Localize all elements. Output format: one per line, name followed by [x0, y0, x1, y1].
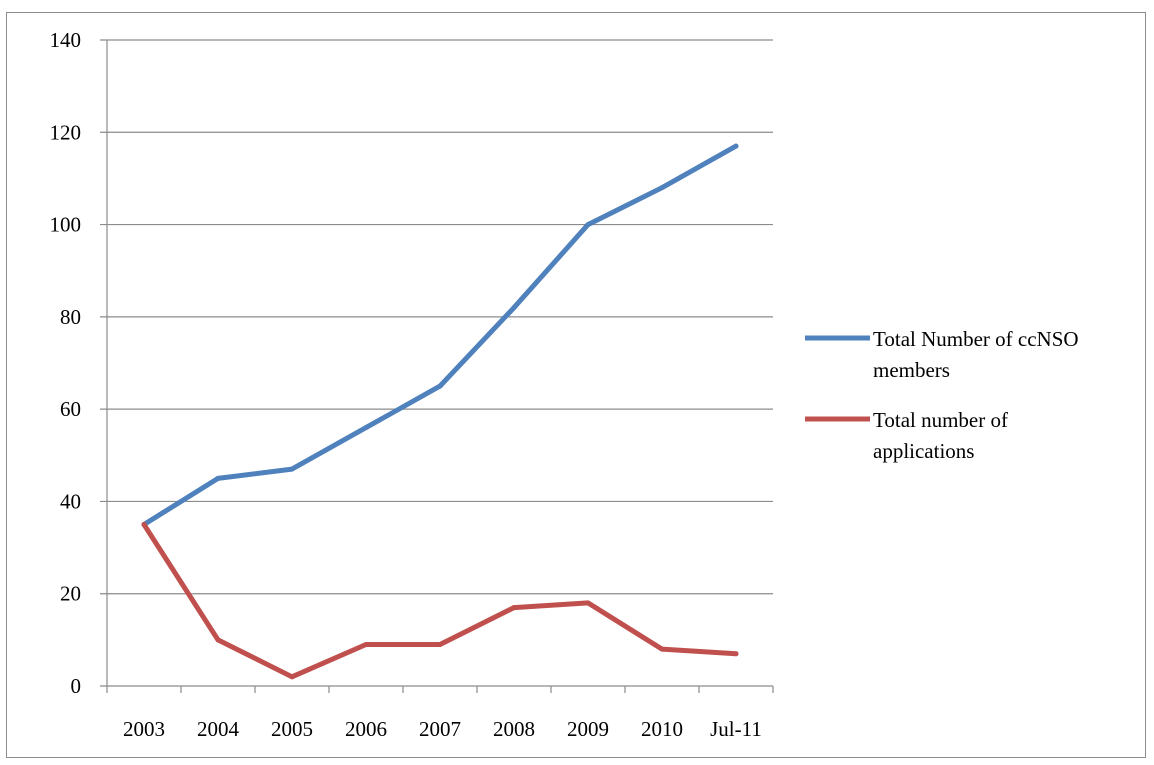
- data-point: [363, 425, 369, 431]
- y-tick-label: 80: [60, 305, 81, 329]
- data-point: [511, 605, 517, 611]
- y-tick-label: 0: [71, 674, 82, 698]
- data-point: [289, 466, 295, 472]
- x-tick-label: 2003: [123, 717, 165, 741]
- data-point: [733, 651, 739, 657]
- y-tick-label: 40: [60, 489, 81, 513]
- x-tick-label: 2004: [197, 717, 240, 741]
- y-tick-label: 140: [50, 28, 82, 52]
- y-tick-label: 60: [60, 397, 81, 421]
- y-tick-label: 100: [50, 213, 82, 237]
- series-line-1: [141, 143, 739, 527]
- y-tick-label: 120: [50, 120, 82, 144]
- x-tick-label: 2005: [271, 717, 313, 741]
- data-point: [659, 646, 665, 652]
- data-point: [659, 185, 665, 191]
- gridlines: [100, 39, 773, 595]
- x-tick-label: 2008: [493, 717, 535, 741]
- data-point: [585, 600, 591, 606]
- data-point: [141, 522, 147, 527]
- legend-label-2: Total number of: [873, 408, 1008, 432]
- x-tick-label: 2010: [641, 717, 683, 741]
- legend: Total Number of ccNSO members Total number…: [805, 327, 1079, 463]
- data-point: [363, 641, 369, 647]
- legend-label-1: Total Number of ccNSO: [873, 327, 1079, 351]
- legend-label-2: applications: [873, 439, 974, 463]
- y-axis-tick-labels: 0 20 40 60 80 100 120 140: [50, 28, 82, 698]
- x-tick-label: 2006: [345, 717, 387, 741]
- x-axis-tick-labels: 2003 2004 2005 2006 2007 2008 2009 2010 Jul-11: [123, 717, 762, 741]
- chart-frame: [6, 12, 1146, 758]
- data-point: [215, 475, 221, 481]
- series-lines: [141, 143, 739, 680]
- data-point: [733, 143, 739, 149]
- data-point: [437, 383, 443, 389]
- data-point: [511, 305, 517, 311]
- x-tick-label: 2007: [419, 717, 461, 741]
- legend-label-1: members: [873, 358, 950, 382]
- axes: [100, 40, 774, 693]
- data-point: [585, 222, 591, 228]
- x-tick-label: Jul-11: [710, 717, 762, 741]
- y-tick-label: 20: [60, 582, 81, 606]
- data-point: [437, 641, 443, 647]
- data-point: [289, 674, 295, 680]
- x-tick-label: 2009: [567, 717, 609, 741]
- series-line-2: [141, 522, 739, 680]
- data-point: [215, 637, 221, 643]
